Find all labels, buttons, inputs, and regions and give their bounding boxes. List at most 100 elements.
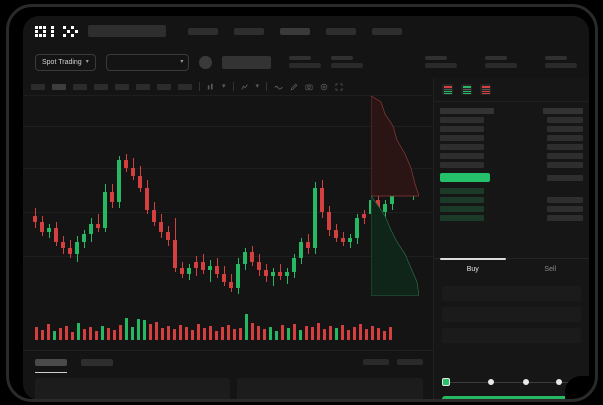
- slider-node-25[interactable]: [487, 379, 494, 385]
- volume-bar: [233, 329, 236, 340]
- fullscreen-icon[interactable]: [335, 83, 343, 91]
- orderbook-mode-both-icon[interactable]: [442, 84, 453, 95]
- orderbook-bid-row[interactable]: [440, 186, 583, 195]
- depth-chart-svg: [371, 96, 419, 296]
- orderbook-ask-row[interactable]: [440, 133, 583, 142]
- volume-bar: [329, 326, 332, 340]
- pair-selector[interactable]: ▾: [105, 53, 190, 71]
- orders-placeholders: [23, 366, 433, 399]
- volume-bar: [47, 324, 50, 340]
- volume-bar: [257, 326, 260, 340]
- volume-bar: [227, 325, 230, 340]
- timeframe-5[interactable]: [136, 83, 150, 90]
- nav-item-0[interactable]: [188, 27, 218, 35]
- tab-sell[interactable]: Sell: [544, 266, 557, 273]
- orders-tab-1[interactable]: [81, 359, 113, 366]
- volume-bar: [179, 325, 182, 340]
- trading-mode-label: Spot Trading: [42, 58, 82, 66]
- price-chart[interactable]: [23, 96, 433, 296]
- timeframe-4[interactable]: [115, 83, 129, 90]
- stat-2-label: [425, 56, 447, 60]
- volume-bar: [191, 330, 194, 340]
- volume-bar: [245, 314, 248, 340]
- volume-bar: [341, 325, 344, 340]
- slider-node-0[interactable]: [442, 378, 450, 386]
- slider-node-50[interactable]: [522, 379, 529, 385]
- trading-mode-selector[interactable]: Spot Trading ▾: [35, 53, 96, 71]
- orderbook-ask-row[interactable]: [440, 160, 583, 169]
- nav-item-2[interactable]: [280, 27, 310, 35]
- volume-bar: [107, 328, 110, 340]
- volume-bar: [389, 327, 392, 340]
- orders-panel: [23, 350, 433, 399]
- search-input[interactable]: [88, 25, 166, 37]
- stat-4: [545, 56, 577, 68]
- orders-action-1[interactable]: [397, 359, 423, 365]
- orderbook-ask-row[interactable]: [440, 142, 583, 151]
- orders-tab-0[interactable]: [35, 359, 67, 366]
- timeframe-2[interactable]: [73, 83, 87, 90]
- orderbook-bid-row[interactable]: [440, 204, 583, 213]
- orderbook-last-price-row: [440, 171, 583, 184]
- order-field-2[interactable]: [442, 328, 581, 343]
- nav-item-3[interactable]: [326, 27, 356, 35]
- orderbook-trade-panel: Buy Sell: [433, 78, 589, 399]
- okx-logo[interactable]: [35, 25, 78, 37]
- wave-icon[interactable]: [274, 83, 283, 91]
- chevron-down-icon[interactable]: ▾: [222, 83, 226, 90]
- orderbook-ask-row[interactable]: [440, 115, 583, 124]
- orders-action-0[interactable]: [363, 359, 389, 365]
- orderbook-display-modes: [434, 78, 589, 102]
- order-field-0[interactable]: [442, 286, 581, 301]
- orderbook-ask-row[interactable]: [440, 124, 583, 133]
- stat-0-value: [289, 63, 321, 68]
- candles-icon[interactable]: [207, 83, 215, 91]
- slider-node-75[interactable]: [555, 379, 562, 385]
- volume-bar: [95, 331, 98, 340]
- orders-placeholder-1: [237, 378, 423, 399]
- stat-1-value: [331, 63, 363, 68]
- orderbook-mode-asks-icon[interactable]: [480, 84, 491, 95]
- bid-price: [547, 205, 583, 212]
- depth-chart: [371, 96, 419, 296]
- stat-1: [331, 56, 363, 68]
- volume-bar: [131, 327, 134, 340]
- order-field-1[interactable]: [442, 307, 581, 322]
- orderbook-header: [440, 106, 583, 115]
- bid-qty: [440, 214, 484, 221]
- stat-3-label: [485, 56, 507, 60]
- bid-qty: [440, 205, 484, 212]
- orders-right-actions: [363, 359, 423, 365]
- volume-bar: [41, 330, 44, 340]
- volume-bar: [83, 329, 86, 340]
- timeframe-0[interactable]: [31, 83, 45, 90]
- amount-slider[interactable]: [442, 378, 581, 388]
- orderbook-bid-row[interactable]: [440, 213, 583, 222]
- volume-series: [29, 298, 409, 348]
- nav-item-4[interactable]: [372, 27, 402, 35]
- volume-bar: [317, 323, 320, 340]
- volume-bar: [167, 326, 170, 340]
- submit-buy-button[interactable]: [442, 396, 581, 399]
- orderbook-bid-row[interactable]: [440, 195, 583, 204]
- tab-buy[interactable]: Buy: [434, 258, 512, 280]
- volume-bar: [71, 332, 74, 340]
- pencil-icon[interactable]: [290, 83, 298, 91]
- orderbook-ask-row[interactable]: [440, 151, 583, 160]
- timeframe-6[interactable]: [157, 83, 171, 90]
- toolbar-divider: [232, 82, 234, 91]
- chevron-down-icon[interactable]: ▾: [255, 83, 260, 90]
- nav-item-1[interactable]: [234, 27, 264, 35]
- toolbar-divider: [199, 82, 200, 91]
- orderbook-mode-bids-icon[interactable]: [461, 84, 472, 95]
- timeframe-7[interactable]: [178, 83, 192, 90]
- volume-bar: [53, 331, 56, 340]
- timeframe-1[interactable]: [52, 83, 66, 90]
- indicator-icon[interactable]: [240, 83, 249, 91]
- ask-qty: [440, 116, 484, 123]
- target-icon[interactable]: [320, 83, 328, 91]
- volume-bar: [281, 325, 284, 340]
- camera-icon[interactable]: [305, 83, 313, 91]
- timeframe-3[interactable]: [94, 83, 108, 90]
